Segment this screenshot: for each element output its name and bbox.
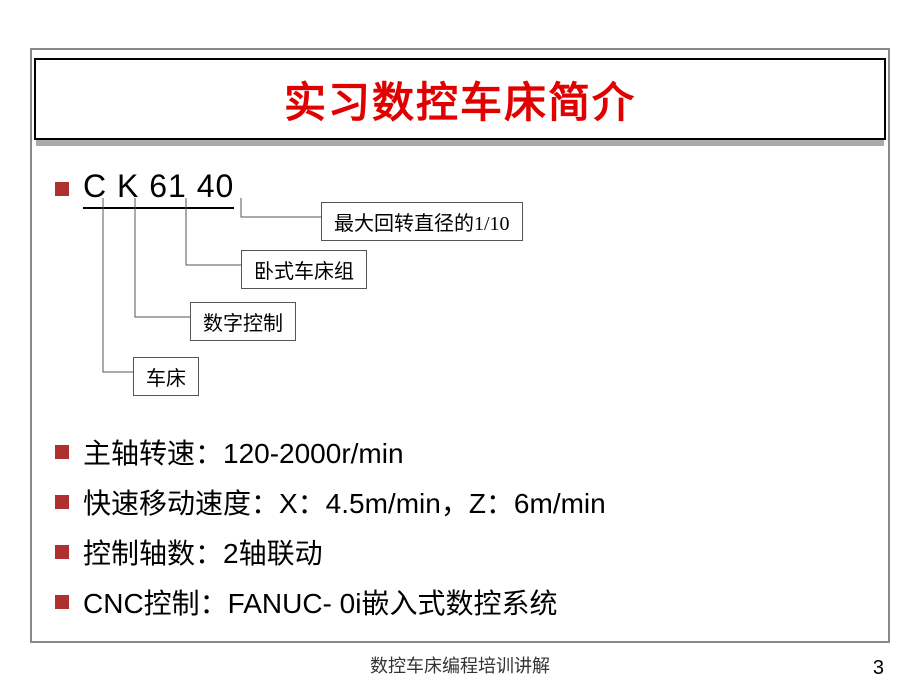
- spec-text: 控制轴数：2轴联动: [83, 532, 323, 572]
- bullet-icon: [55, 545, 69, 559]
- page-number: 3: [873, 657, 884, 680]
- spec-row: 主轴转速：120-2000r/min: [55, 432, 875, 472]
- spec-text: 快速移动速度：X：4.5m/min，Z：6m/min: [83, 482, 606, 522]
- model-code: C K 61 40: [83, 168, 234, 209]
- bullet-icon: [55, 595, 69, 609]
- spec-row: 控制轴数：2轴联动: [55, 532, 875, 572]
- bullet-icon: [55, 495, 69, 509]
- spec-row: 快速移动速度：X：4.5m/min，Z：6m/min: [55, 482, 875, 522]
- bullet-icon: [55, 182, 69, 196]
- slide-title: 实习数控车床简介: [284, 69, 636, 130]
- specs-list: 主轴转速：120-2000r/min 快速移动速度：X：4.5m/min，Z：6…: [55, 432, 875, 632]
- spec-text: 主轴转速：120-2000r/min: [83, 432, 404, 472]
- footer-text: 数控车床编程培训讲解: [0, 652, 920, 678]
- title-bar: 实习数控车床简介: [34, 58, 886, 140]
- spec-text: CNC控制：FANUC- 0i嵌入式数控系统: [83, 582, 557, 622]
- content-area: C K 61 40: [55, 168, 875, 215]
- bullet-icon: [55, 445, 69, 459]
- model-code-row: C K 61 40: [55, 168, 875, 209]
- spec-row: CNC控制：FANUC- 0i嵌入式数控系统: [55, 582, 875, 622]
